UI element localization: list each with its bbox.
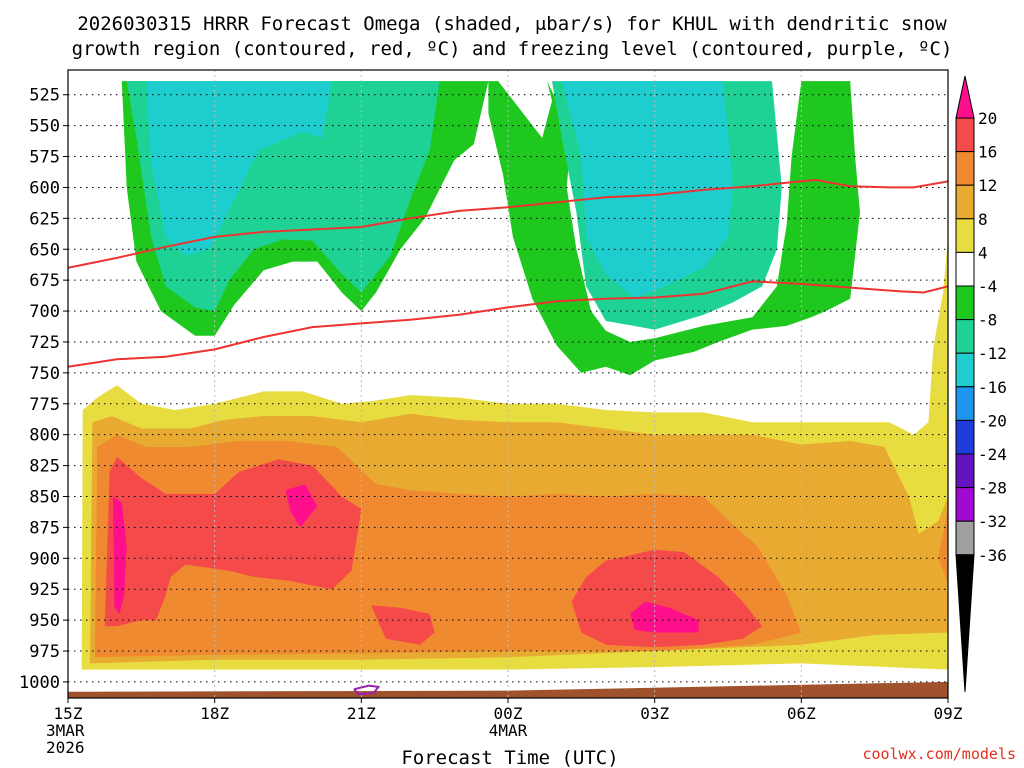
plot-area (67, 69, 949, 699)
colorbar-swatch-4 (955, 218, 975, 253)
y-tick-label-525: 525 (29, 86, 60, 106)
y-tick-label-800: 800 (29, 426, 60, 446)
colorbar-swatch-13 (955, 520, 975, 556)
colorbar-label--16: -16 (978, 378, 1007, 397)
x-tick-label-09Z: 09Z (934, 704, 963, 723)
y-tick-label-650: 650 (29, 240, 60, 260)
dendritic-lower-line (68, 280, 948, 368)
colorbar-swatch-12 (955, 487, 975, 522)
colorbar-label--28: -28 (978, 479, 1007, 498)
x-tick-label-00Z: 00Z (494, 704, 523, 723)
y-tick-label-725: 725 (29, 333, 60, 353)
colorbar-label--32: -32 (978, 512, 1007, 531)
chart-title-line-1: 2026030315 HRRR Forecast Omega (shaded, … (77, 13, 947, 35)
colorbar-swatch-2 (955, 151, 975, 186)
colorbar-label--8: -8 (978, 311, 997, 330)
freezing-level-loop (353, 684, 381, 696)
colorbar-swatch-1 (955, 117, 975, 153)
colorbar-label--36: -36 (978, 546, 1007, 565)
colorbar-label-4: 4 (978, 243, 988, 262)
omega-minus-12-to-minus-16-region-1 (146, 81, 332, 256)
colorbar-label--12: -12 (978, 344, 1007, 363)
omega-plus-16-to-20-region-2 (371, 605, 435, 645)
colorbar-label--24: -24 (978, 445, 1007, 464)
x-tick-label-18Z: 18Z (200, 704, 229, 723)
colorbar-top-triangle (955, 75, 975, 119)
y-tick-label-825: 825 (29, 457, 60, 477)
credit-text: coolwx.com/models (862, 745, 1016, 763)
terrain-surface (68, 681, 948, 698)
omega-plus-20-and-above-region-1 (113, 496, 127, 614)
y-tick-label-1000: 1000 (19, 673, 60, 693)
colorbar-label-8: 8 (978, 210, 988, 229)
y-tick-label-675: 675 (29, 271, 60, 291)
x-tick-label-21Z: 21Z (347, 704, 376, 723)
contour-layer (68, 178, 948, 696)
omega-plus-12-to-16-region-2 (938, 508, 948, 583)
x-tick-year-15Z: 2026 (46, 738, 85, 757)
x-tick-label-06Z: 06Z (787, 704, 816, 723)
y-tick-label-950: 950 (29, 611, 60, 631)
x-tick-label-15Z: 15Z (54, 704, 83, 723)
dendritic-upper-line (68, 178, 948, 269)
x-axis-title: Forecast Time (UTC) (401, 747, 618, 768)
colorbar-swatch-8 (955, 352, 975, 388)
y-tick-label-750: 750 (29, 364, 60, 384)
y-tick-label-700: 700 (29, 302, 60, 322)
y-tick-label-925: 925 (29, 580, 60, 600)
x-tick-sublabel-00Z: 4MAR (489, 721, 528, 740)
omega-minus-12-to-minus-16-region-2 (561, 81, 733, 299)
colorbar-bottom-triangle (955, 554, 975, 693)
x-tick-label-03Z: 03Z (640, 704, 669, 723)
colorbar-label-12: 12 (978, 176, 997, 195)
colorbar-label--20: -20 (978, 411, 1007, 430)
y-tick-label-600: 600 (29, 178, 60, 198)
colorbar-swatch-3 (955, 184, 975, 220)
colorbar-swatch-9 (955, 386, 975, 421)
colorbar-swatch-11 (955, 453, 975, 489)
colorbar: 20 16 12 8 4 -4 -8 -12 -16 -20 -24 -28 -32 -36 (955, 75, 1007, 693)
colorbar-label-16: 16 (978, 143, 997, 162)
y-tick-label-900: 900 (29, 549, 60, 569)
colorbar-swatch-7 (955, 319, 975, 354)
y-tick-label-850: 850 (29, 487, 60, 507)
colorbar-swatch-10 (955, 419, 975, 455)
colorbar-label--4: -4 (978, 277, 997, 296)
omega-plus-16-to-20-region-3 (571, 549, 763, 648)
chart-title-line-2: growth region (contoured, red, ºC) and f… (72, 38, 953, 60)
omega-plus-20-and-above-region-3 (630, 601, 699, 633)
y-tick-label-875: 875 (29, 518, 60, 538)
omega-plus-20-and-above-region-2 (285, 484, 318, 528)
x-tick-sublabel-15Z: 3MAR (46, 721, 85, 740)
colorbar-swatch-5 (955, 251, 975, 287)
colorbar-label-20: 20 (978, 109, 997, 128)
y-tick-label-550: 550 (29, 117, 60, 137)
y-axis: 525 550 575 600 625 650 675 700 725 750 775 800 825 8… (19, 86, 68, 693)
colorbar-swatch-6 (955, 285, 975, 321)
y-tick-label-575: 575 (29, 148, 60, 168)
y-tick-label-775: 775 (29, 395, 60, 415)
y-tick-label-975: 975 (29, 642, 60, 662)
omega-fill-layer (81, 81, 948, 670)
grid-layer (68, 70, 948, 698)
terrain-layer (68, 681, 948, 698)
y-tick-label-625: 625 (29, 209, 60, 229)
